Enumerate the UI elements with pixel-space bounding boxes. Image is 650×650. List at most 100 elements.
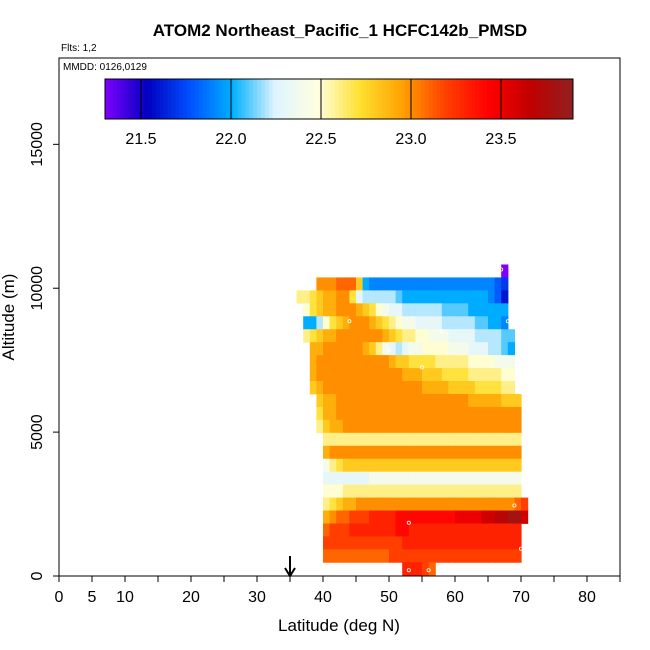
heatmap-cell	[329, 316, 337, 330]
heatmap-cell	[448, 458, 456, 473]
heatmap-cell	[375, 303, 383, 317]
heatmap-cell	[494, 406, 502, 421]
heatmap-cell	[389, 432, 397, 447]
heatmap-cell	[342, 549, 350, 563]
heatmap-cell	[342, 303, 350, 317]
heatmap-cell	[474, 510, 482, 524]
heatmap-cell	[441, 432, 449, 447]
colorbar-segment	[210, 79, 215, 119]
heatmap-cell	[501, 277, 509, 291]
x-axis-label: Latitude (deg N)	[278, 616, 400, 635]
colorbar-segment	[366, 79, 371, 119]
heatmap-cell	[428, 303, 436, 317]
heatmap-cell	[342, 342, 350, 356]
sample-point	[406, 568, 411, 573]
heatmap-cell	[455, 342, 463, 356]
colorbar-segment	[241, 79, 246, 119]
colorbar-segment	[276, 79, 281, 119]
heatmap-cell	[316, 406, 324, 421]
heatmap-cell	[316, 355, 324, 369]
heatmap-cell	[488, 432, 496, 447]
heatmap-cell	[448, 355, 456, 369]
heatmap-cell	[336, 458, 344, 473]
heatmap-cell	[395, 497, 403, 511]
heatmap-cell	[375, 419, 383, 434]
heatmap-cell	[428, 458, 436, 473]
colorbar-segment	[432, 79, 437, 119]
heatmap-cell	[501, 497, 509, 511]
heatmap-cell	[402, 471, 410, 486]
heatmap-cell	[382, 381, 390, 395]
heatmap-cell	[369, 484, 377, 498]
heatmap-cell	[455, 368, 463, 382]
heatmap-cell	[468, 342, 476, 356]
heatmap-cell	[474, 458, 482, 473]
heatmap-cell	[382, 368, 390, 382]
heatmap-cell	[309, 368, 317, 382]
heatmap-cell	[514, 510, 522, 524]
colorbar-segment	[272, 79, 278, 119]
heatmap-cell	[422, 342, 430, 356]
heatmap-cell	[349, 368, 357, 382]
colorbar-segment	[358, 79, 363, 119]
heatmap-cell	[402, 549, 410, 563]
heatmap-cell	[342, 316, 350, 330]
heatmap-cell	[356, 368, 364, 382]
heatmap-cell	[342, 419, 350, 434]
heatmap-cell	[441, 445, 449, 460]
heatmap-cell	[316, 329, 324, 343]
heatmap-cell	[494, 290, 502, 304]
heatmap-cell	[389, 303, 397, 317]
heatmap-cell	[514, 523, 522, 537]
sample-point	[340, 273, 345, 278]
heatmap-cell	[408, 523, 416, 537]
colorbar-segment	[229, 79, 235, 119]
heatmap-cell	[309, 329, 317, 343]
heatmap-cell	[481, 523, 489, 537]
x-tick-label: 70	[512, 589, 530, 606]
heatmap-cell	[488, 510, 496, 524]
heatmap-cell	[494, 549, 502, 563]
heatmap-cell	[435, 445, 443, 460]
heatmap-cell	[389, 277, 397, 291]
heatmap-cell	[481, 290, 489, 304]
heatmap-cell	[415, 497, 423, 511]
colorbar-segment	[175, 79, 180, 119]
heatmap-cell	[369, 303, 377, 317]
heatmap-cell	[336, 432, 344, 447]
colorbar-segment	[307, 79, 313, 119]
heatmap-cell	[362, 458, 370, 473]
heatmap-cell	[455, 432, 463, 447]
heatmap-cell	[507, 445, 515, 460]
heatmap-cell	[356, 290, 364, 304]
heatmap-cell	[468, 523, 476, 537]
heatmap-cell	[389, 497, 397, 511]
heatmap-cell	[422, 523, 430, 537]
colorbar-segment	[132, 79, 137, 119]
heatmap-cell	[402, 419, 410, 434]
colorbar-segment	[405, 79, 410, 119]
heatmap-cell	[389, 342, 397, 356]
heatmap-cell	[481, 497, 489, 511]
heatmap-cell	[362, 536, 370, 550]
heatmap-cell	[375, 510, 383, 524]
heatmap-cell	[488, 419, 496, 434]
sample-point	[386, 348, 391, 353]
heatmap-cell	[369, 523, 377, 537]
heatmap-cell	[382, 393, 390, 408]
heatmap-cell	[342, 510, 350, 524]
colorbar-segment	[530, 79, 535, 119]
heatmap-cell	[474, 303, 482, 317]
colorbar-segment	[448, 79, 453, 119]
heatmap-cell	[488, 368, 496, 382]
heatmap-cell	[441, 471, 449, 486]
colorbar-segment	[413, 79, 418, 119]
heatmap-cell	[329, 549, 337, 563]
heatmap-cell	[402, 393, 410, 408]
heatmap-cell	[323, 419, 331, 434]
heatmap-cell	[389, 445, 397, 460]
heatmap-cell	[362, 419, 370, 434]
heatmap-cell	[468, 445, 476, 460]
colorbar-segment	[374, 79, 379, 119]
x-tick-label: 40	[314, 589, 332, 606]
